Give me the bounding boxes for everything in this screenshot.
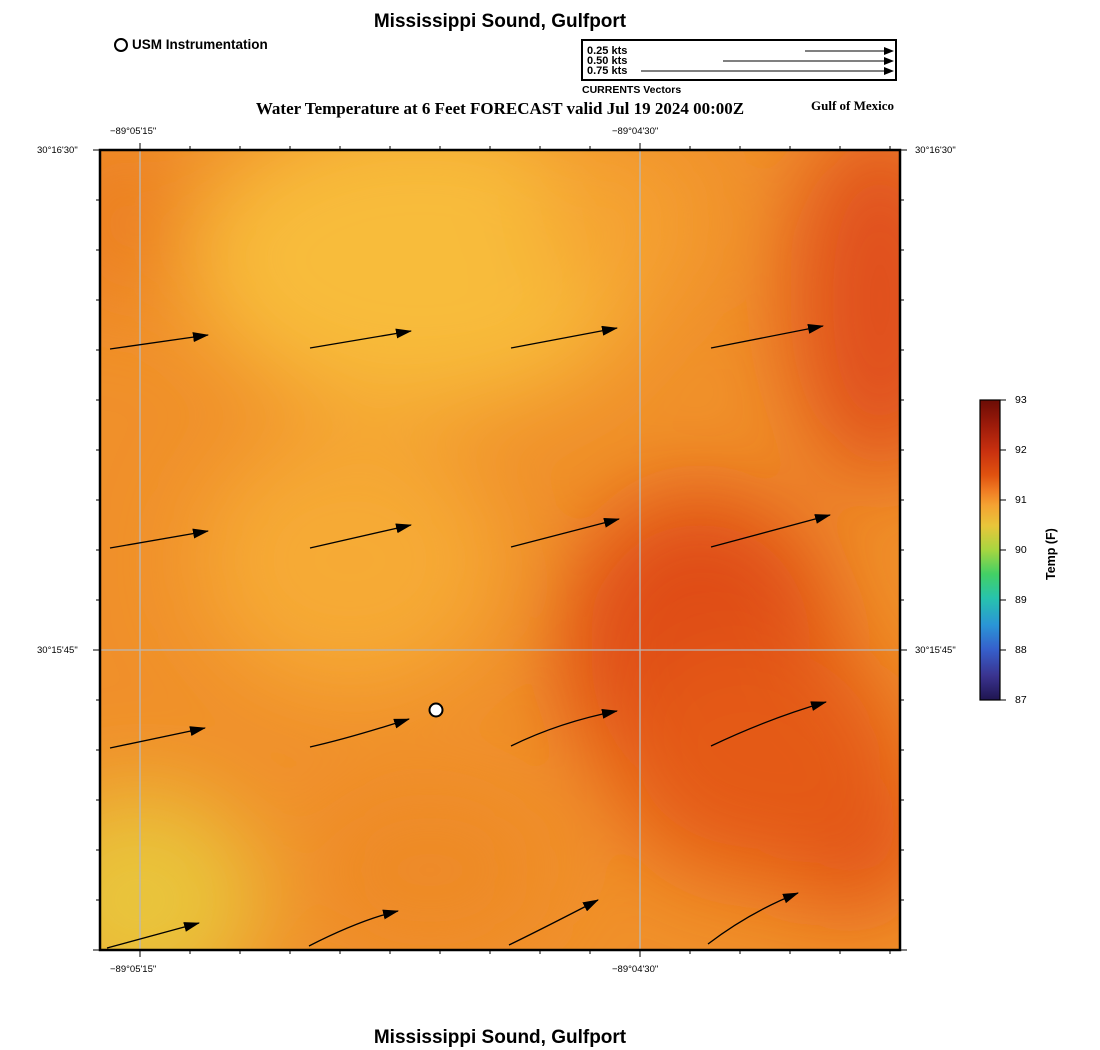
lon-label-top-2: −89°04'30" (612, 126, 659, 137)
colorbar-tick-90: 90 (1015, 544, 1027, 556)
vector-legend: 0.25 kts 0.50 kts 0.75 kts (581, 39, 897, 81)
current-vector (309, 523, 412, 549)
colorbar-tick-88: 88 (1015, 644, 1027, 656)
colorbar (979, 399, 1001, 701)
station-legend-label: USM Instrumentation (132, 37, 268, 52)
current-vector (510, 517, 620, 548)
graticule (100, 150, 900, 950)
current-vector (710, 701, 827, 747)
lat-label-left-2: 30°15'45" (37, 645, 78, 656)
current-vector (309, 328, 412, 349)
vector-legend-caption: CURRENTS Vectors (582, 84, 682, 96)
colorbar-tick-87: 87 (1015, 694, 1027, 706)
current-vector (508, 899, 599, 946)
colorbar-title: Temp (F) (1044, 528, 1058, 580)
legend-entry-075: 0.75 kts (587, 65, 628, 77)
lon-label-bottom-1: −89°05'15" (110, 964, 157, 975)
usm-station-marker[interactable] (428, 702, 444, 718)
current-vector (510, 325, 618, 349)
legend-entry-050: 0.50 kts (587, 55, 628, 67)
current-vector (109, 528, 209, 549)
lon-label-bottom-2: −89°04'30" (612, 964, 659, 975)
lon-label-top-1: −89°05'15" (110, 126, 157, 137)
current-vector (510, 708, 618, 747)
map-subtitle: Water Temperature at 6 Feet FORECAST val… (255, 99, 745, 118)
current-vector (710, 514, 831, 548)
lat-label-right-2: 30°15'45" (915, 645, 956, 656)
current-vector (707, 892, 799, 945)
lat-label-right-1: 30°16'30" (915, 145, 956, 156)
current-vector (109, 332, 209, 350)
map-title: Mississippi Sound, Gulfport (373, 11, 627, 32)
lat-label-left-1: 30°16'30" (37, 145, 78, 156)
colorbar-tick-91: 91 (1015, 494, 1027, 506)
legend-entry-025: 0.25 kts (587, 45, 628, 57)
current-vector (106, 922, 200, 949)
colorbar-tick-92: 92 (1015, 444, 1027, 456)
current-vector (109, 726, 206, 749)
colorbar-ticks (1000, 399, 1006, 701)
axis-ticks (93, 143, 907, 957)
current-vector (309, 718, 410, 748)
current-vector (710, 323, 824, 349)
current-vector (308, 909, 399, 947)
legend-arrows (641, 47, 894, 75)
temperature-field (100, 150, 900, 950)
colorbar-tick-89: 89 (1015, 594, 1027, 606)
colorbar-tick-93: 93 (1015, 394, 1027, 406)
station-marker-icon (114, 37, 128, 52)
region-label: Gulf of Mexico (811, 98, 895, 113)
station-legend: USM Instrumentation (114, 37, 268, 52)
footer-title: Mississippi Sound, Gulfport (373, 1027, 627, 1048)
current-vectors (106, 323, 831, 949)
